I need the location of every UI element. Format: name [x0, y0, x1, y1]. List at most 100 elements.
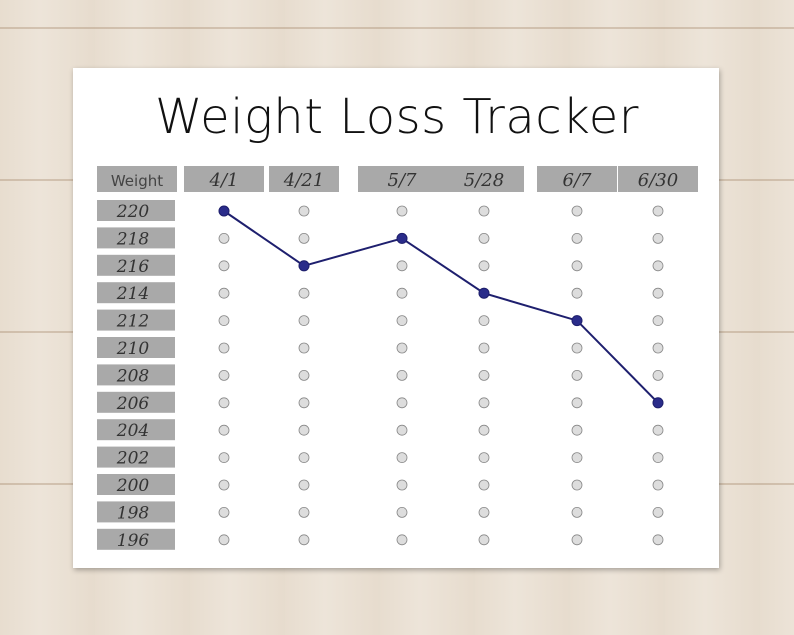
empty-grid-marker [298, 507, 310, 518]
weight-label-cell [97, 200, 175, 221]
empty-grid-marker [218, 287, 230, 299]
date-header-cell [184, 166, 264, 192]
weight-label: 198 [117, 503, 150, 523]
weight-label: 216 [116, 257, 150, 277]
date-header-label: 6/30 [638, 170, 678, 191]
empty-grid-marker [218, 479, 230, 491]
empty-grid-marker [298, 424, 310, 436]
empty-grid-marker [298, 342, 310, 354]
empty-grid-marker [298, 232, 310, 244]
empty-grid-marker [478, 232, 490, 244]
chart-title: Weight Loss Tracker [154, 89, 639, 145]
empty-grid-marker [218, 397, 230, 409]
empty-grid-marker [298, 369, 310, 381]
date-header-cell [358, 166, 446, 192]
data-point [218, 205, 230, 217]
weight-label: 196 [117, 531, 150, 551]
empty-grid-marker [298, 452, 310, 464]
weight-label-cell [97, 528, 175, 550]
empty-grid-marker [478, 205, 490, 217]
empty-grid-marker [298, 479, 310, 491]
empty-grid-marker [396, 369, 408, 381]
date-header-cell [269, 166, 339, 192]
date-header-cell [537, 166, 617, 192]
empty-grid-marker [218, 342, 230, 354]
empty-grid-marker [571, 369, 583, 381]
empty-grid-marker [478, 479, 490, 491]
data-point [652, 397, 664, 409]
empty-grid-marker [478, 397, 490, 409]
empty-grid-marker [298, 397, 310, 409]
data-point [396, 232, 408, 244]
weight-label-cell [97, 364, 175, 386]
empty-grid-marker [298, 287, 310, 299]
weight-label-cell [97, 391, 175, 413]
empty-grid-marker [652, 424, 664, 436]
data-point [478, 287, 490, 299]
empty-grid-marker [218, 424, 230, 436]
empty-grid-marker [652, 260, 664, 272]
empty-grid-marker [652, 507, 664, 518]
empty-grid-marker [396, 287, 408, 299]
empty-grid-marker [478, 534, 490, 546]
empty-grid-marker [571, 507, 583, 518]
empty-grid-marker [218, 507, 230, 518]
empty-grid-marker [298, 205, 310, 217]
weight-label-cell [97, 474, 175, 495]
empty-grid-marker [218, 315, 230, 327]
empty-grid-marker [652, 205, 664, 217]
empty-grid-marker [652, 479, 664, 491]
empty-grid-marker [396, 424, 408, 436]
empty-grid-marker [571, 479, 583, 491]
row-header-label: Weight [111, 172, 163, 190]
empty-grid-marker [652, 232, 664, 244]
empty-grid-marker [218, 369, 230, 381]
empty-grid-marker [478, 315, 490, 327]
empty-grid-marker [396, 342, 408, 354]
weight-label: 214 [116, 284, 149, 304]
empty-grid-marker [218, 260, 230, 272]
empty-grid-marker [652, 342, 664, 354]
empty-grid-marker [571, 260, 583, 272]
empty-grid-marker [478, 452, 490, 464]
date-header-label: 4/1 [209, 170, 239, 191]
weight-label-cell [97, 309, 175, 331]
empty-grid-marker [478, 424, 490, 436]
empty-grid-marker [298, 315, 310, 327]
empty-grid-marker [652, 534, 664, 546]
empty-grid-marker [571, 287, 583, 299]
empty-grid-marker [396, 315, 408, 327]
date-header-cell [618, 166, 698, 192]
date-header-label: 5/28 [464, 170, 504, 191]
empty-grid-marker [478, 342, 490, 354]
weight-label: 218 [116, 229, 150, 249]
empty-grid-marker [571, 424, 583, 436]
date-header-label: 4/21 [283, 170, 324, 191]
weight-label: 200 [116, 476, 150, 496]
empty-grid-marker [478, 369, 490, 381]
empty-grid-marker [478, 260, 490, 272]
empty-grid-marker [571, 534, 583, 546]
empty-grid-marker [298, 534, 310, 546]
empty-grid-marker [396, 507, 408, 518]
tracker-sheet [73, 68, 719, 568]
empty-grid-marker [218, 534, 230, 546]
data-point [298, 260, 310, 272]
empty-grid-marker [396, 397, 408, 409]
weight-label: 202 [116, 449, 149, 469]
empty-grid-marker [652, 315, 664, 327]
empty-grid-marker [652, 452, 664, 464]
empty-grid-marker [478, 507, 490, 518]
weight-label-cell [97, 227, 175, 249]
date-header-cell [444, 166, 524, 192]
empty-grid-marker [571, 397, 583, 409]
empty-grid-marker [571, 452, 583, 464]
date-header-label: 5/7 [388, 170, 418, 191]
weight-label-cell [97, 282, 175, 304]
empty-grid-marker [571, 205, 583, 217]
empty-grid-marker [652, 287, 664, 299]
weight-label: 206 [116, 394, 150, 414]
empty-grid-marker [218, 452, 230, 464]
empty-grid-marker [396, 534, 408, 546]
